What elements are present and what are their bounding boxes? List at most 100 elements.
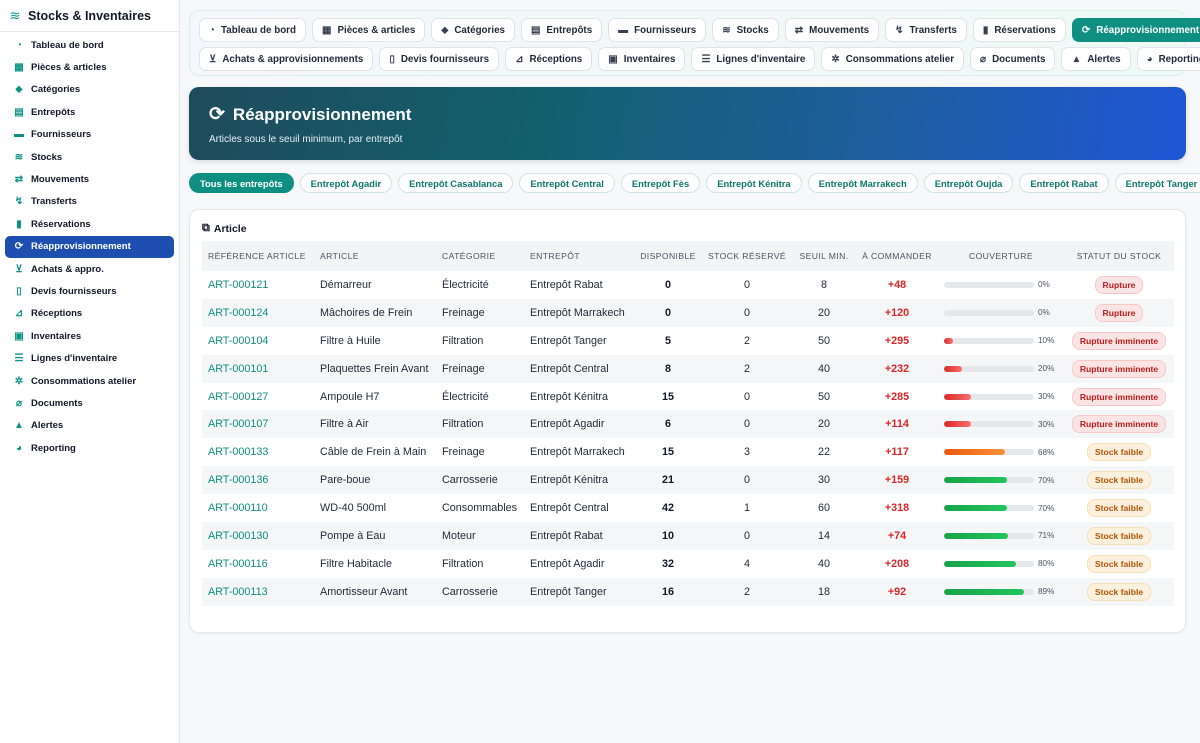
filter-chip[interactable]: Entrepôt Oujda bbox=[923, 173, 1014, 193]
sidebar: ≋ Stocks & Inventaires ◔ Tableau de bord ▦… bbox=[0, 0, 180, 743]
coverage-bar-fill bbox=[944, 588, 1025, 595]
table-row[interactable]: ART-000104 Filtre à Huile Filtration Entrep… bbox=[202, 327, 1174, 355]
filter-chip[interactable]: Tous les entrepôts bbox=[189, 173, 294, 193]
cell-to-order: +208 bbox=[884, 557, 910, 570]
sidebar-item-stocks[interactable]: ≋ Stocks bbox=[5, 146, 174, 168]
tab-stocks[interactable]: ≋ Stocks bbox=[712, 18, 779, 42]
sidebar-item-transferts[interactable]: ↯ Transferts bbox=[5, 191, 174, 213]
article-ref-link[interactable]: ART-000107 bbox=[208, 418, 269, 431]
tab-inventaires[interactable]: ▣ Inventaires bbox=[598, 47, 686, 71]
table-row[interactable]: ART-000124 Mâchoires de Frein Freinage Entr… bbox=[202, 298, 1174, 327]
column-header[interactable]: STATUT DU STOCK bbox=[1064, 241, 1174, 271]
column-header[interactable]: DISPONIBLE bbox=[634, 241, 702, 271]
tab-r-approvisionnement[interactable]: ⟳ Réapprovisionnement bbox=[1071, 18, 1200, 42]
table-row[interactable]: ART-000133 Câble de Frein à Main Freinage E… bbox=[202, 438, 1174, 466]
article-ref-link[interactable]: ART-000110 bbox=[208, 502, 268, 515]
sidebar-item-r-ceptions[interactable]: ⊿ Réceptions bbox=[5, 303, 174, 325]
tab-tableau-de-bord[interactable]: ◔ Tableau de bord bbox=[199, 18, 306, 42]
sidebar-item-entrep-ts[interactable]: ▤ Entrepôts bbox=[5, 101, 174, 123]
filter-chip[interactable]: Entrepôt Agadir bbox=[299, 173, 393, 193]
tab-label: Tableau de bord bbox=[221, 24, 296, 36]
cell-to-order: +48 bbox=[887, 278, 907, 291]
article-ref-link[interactable]: ART-000127 bbox=[208, 390, 269, 403]
filter-chip[interactable]: Entrepôt Fès bbox=[620, 173, 701, 193]
table-row[interactable]: ART-000121 Démarreur Électricité Entrepôt R… bbox=[202, 271, 1174, 299]
filter-chip[interactable]: Entrepôt Kénitra bbox=[706, 173, 802, 193]
tab-alertes[interactable]: ▲ Alertes bbox=[1061, 47, 1131, 71]
tab-r-servations[interactable]: ▮ Réservations bbox=[972, 18, 1066, 42]
tab-achats-approvisionnements[interactable]: ⊻ Achats & approvisionnements bbox=[199, 47, 374, 71]
tab-documents[interactable]: ⌀ Documents bbox=[970, 47, 1056, 71]
table-row[interactable]: ART-000136 Pare-boue Carrosserie Entrepôt K… bbox=[202, 466, 1174, 495]
table-row[interactable]: ART-000113 Amortisseur Avant Carrosserie En… bbox=[202, 577, 1174, 606]
tab-transferts[interactable]: ↯ Transferts bbox=[885, 18, 967, 42]
table-row[interactable]: ART-000116 Filtre Habitacle Filtration Entr… bbox=[202, 550, 1174, 578]
sidebar-item-documents[interactable]: ⌀ Documents bbox=[5, 392, 174, 414]
column-header[interactable]: STOCK RÉSERVÉ bbox=[702, 241, 792, 271]
tab-pi-ces-articles[interactable]: ▦ Pièces & articles bbox=[311, 18, 426, 42]
article-ref-link[interactable]: ART-000116 bbox=[208, 557, 268, 570]
table-row[interactable]: ART-000127 Ampoule H7 Électricité Entrepôt … bbox=[202, 383, 1174, 411]
sidebar-item-consommations-atelier[interactable]: ✲ Consommations atelier bbox=[5, 370, 174, 392]
tab-r-ceptions[interactable]: ⊿ Réceptions bbox=[505, 47, 593, 71]
sidebar-item-r-servations[interactable]: ▮ Réservations bbox=[5, 213, 174, 235]
column-header[interactable]: À COMMANDER bbox=[856, 241, 938, 271]
page-title-wrap: ⟳ Réapprovisionnement bbox=[209, 103, 1166, 126]
table-row[interactable]: ART-000101 Plaquettes Frein Avant Freinage… bbox=[202, 354, 1174, 383]
sidebar-item-lignes-d-inventaire[interactable]: ☰ Lignes d'inventaire bbox=[5, 347, 174, 369]
cell-coverage: 68% bbox=[938, 438, 1064, 466]
tab-reporting[interactable]: ◕ Reporting bbox=[1136, 47, 1200, 71]
article-ref-link[interactable]: ART-000133 bbox=[208, 446, 269, 459]
sidebar-item-devis-fournisseurs[interactable]: ▯ Devis fournisseurs bbox=[5, 280, 174, 302]
cart-icon: ⊻ bbox=[15, 263, 23, 275]
cell-ref: ART-000121 bbox=[202, 271, 314, 299]
sidebar-item-r-approvisionnement[interactable]: ⟳ Réapprovisionnement bbox=[5, 235, 174, 258]
sidebar-item-reporting[interactable]: ◕ Reporting bbox=[5, 437, 174, 459]
tab-devis-fournisseurs[interactable]: ▯ Devis fournisseurs bbox=[379, 47, 500, 71]
column-header[interactable]: COUVERTURE bbox=[938, 241, 1064, 271]
tab-label: Alertes bbox=[1087, 53, 1121, 65]
article-ref-link[interactable]: ART-000124 bbox=[208, 306, 269, 319]
sidebar-item-fournisseurs[interactable]: ▬ Fournisseurs bbox=[5, 124, 174, 146]
column-header[interactable]: ENTREPÔT bbox=[524, 241, 634, 271]
filter-chip[interactable]: Entrepôt Marrakech bbox=[807, 173, 918, 193]
cell-min-threshold: 30 bbox=[792, 466, 856, 495]
table-row[interactable]: ART-000110 WD-40 500ml Consommables Entrepô… bbox=[202, 494, 1174, 522]
cell-warehouse: Entrepôt Kénitra bbox=[524, 466, 634, 495]
sidebar-item-mouvements[interactable]: ⇄ Mouvements bbox=[5, 168, 174, 190]
table-row[interactable]: ART-000107 Filtre à Air Filtration Entrepôt… bbox=[202, 410, 1174, 439]
tab-mouvements[interactable]: ⇄ Mouvements bbox=[784, 18, 880, 42]
tab-consommations-atelier[interactable]: ✲ Consommations atelier bbox=[821, 47, 965, 71]
sidebar-item-inventaires[interactable]: ▣ Inventaires bbox=[5, 325, 174, 347]
sidebar-item-alertes[interactable]: ▲ Alertes bbox=[5, 415, 174, 437]
status-badge: Rupture imminente bbox=[1071, 415, 1167, 434]
filter-chip[interactable]: Entrepôt Casablanca bbox=[398, 173, 514, 193]
article-ref-link[interactable]: ART-000136 bbox=[208, 474, 269, 487]
tab-cat-gories[interactable]: ⬥ Catégories bbox=[431, 18, 515, 42]
sidebar-item-achats-appro-[interactable]: ⊻ Achats & appro. bbox=[5, 258, 174, 280]
sidebar-item-pi-ces-articles[interactable]: ▦ Pièces & articles bbox=[5, 56, 174, 78]
tab-entrep-ts[interactable]: ▤ Entrepôts bbox=[520, 18, 603, 42]
tab-lignes-d-inventaire[interactable]: ☰ Lignes d'inventaire bbox=[691, 47, 816, 71]
article-ref-link[interactable]: ART-000130 bbox=[208, 529, 269, 542]
filter-chip[interactable]: Entrepôt Rabat bbox=[1019, 173, 1109, 193]
sidebar-item-cat-gories[interactable]: ⬥ Catégories bbox=[5, 79, 174, 101]
paperclip-icon: ⌀ bbox=[15, 397, 23, 409]
article-ref-link[interactable]: ART-000101 bbox=[208, 362, 269, 375]
tab-fournisseurs[interactable]: ▬ Fournisseurs bbox=[608, 18, 707, 42]
cart-icon: ⊻ bbox=[209, 53, 217, 65]
filter-chip[interactable]: Entrepôt Central bbox=[519, 173, 615, 193]
status-badge: Stock faible bbox=[1086, 554, 1152, 573]
column-header[interactable]: ARTICLE bbox=[314, 241, 436, 271]
column-header[interactable]: CATÉGORIE bbox=[436, 241, 524, 271]
filter-chip[interactable]: Entrepôt Tanger bbox=[1114, 173, 1200, 193]
table-row[interactable]: ART-000130 Pompe à Eau Moteur Entrepôt Raba… bbox=[202, 522, 1174, 550]
article-ref-link[interactable]: ART-000121 bbox=[208, 278, 269, 291]
column-header[interactable]: SEUIL MIN. bbox=[792, 241, 856, 271]
column-header[interactable]: RÉFÉRENCE ARTICLE bbox=[202, 241, 314, 271]
sidebar-item-tableau-de-bord[interactable]: ◔ Tableau de bord bbox=[5, 34, 174, 56]
app-brand[interactable]: ≋ Stocks & Inventaires bbox=[0, 0, 179, 32]
article-ref-link[interactable]: ART-000113 bbox=[208, 585, 268, 598]
cell-article: Filtre Habitacle bbox=[320, 557, 393, 570]
article-ref-link[interactable]: ART-000104 bbox=[208, 334, 269, 347]
